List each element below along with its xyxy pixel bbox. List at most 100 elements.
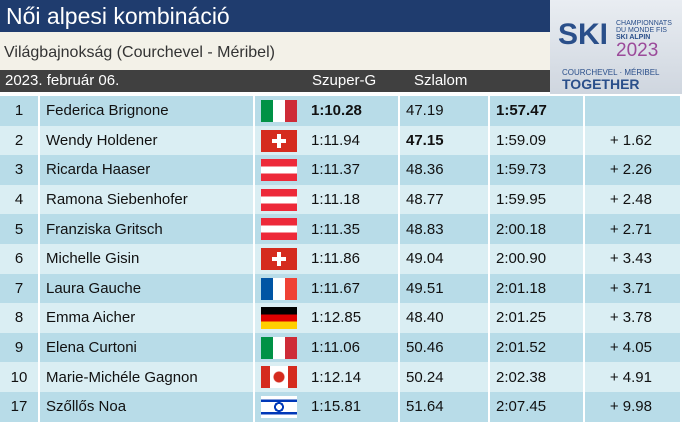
- table-cell: 51.64: [400, 392, 490, 422]
- table-cell: Elena Curtoni: [40, 332, 255, 363]
- table-cell: Franziska Gritsch: [40, 214, 255, 244]
- table-cell: 9: [0, 332, 40, 363]
- table-cell: 1:11.18: [305, 184, 400, 215]
- table-row: 5 Franziska Gritsch 1:11.35 48.83 2:00.18 + 2…: [0, 214, 682, 245]
- table-cell: 1:59.95: [490, 184, 585, 215]
- logo-motto: TOGETHER: [562, 76, 640, 92]
- table-cell: 4: [0, 184, 40, 215]
- table-cell: [585, 96, 682, 126]
- table-cell: 48.36: [400, 155, 490, 185]
- table-row: 1 Federica Brignone 1:10.28 47.19 1:57.47: [0, 96, 682, 127]
- table-cell: 2: [0, 125, 40, 156]
- table-cell: + 3.78: [585, 303, 682, 333]
- table-cell: 1:10.28: [305, 96, 400, 126]
- table-row: 3 Ricarda Haaser 1:11.37 48.36 1:59.73 + 2.26: [0, 155, 682, 186]
- logo-year: 2023: [616, 40, 659, 61]
- table-cell: 3: [0, 155, 40, 185]
- date: 2023. február 06.: [5, 72, 120, 89]
- results-table: 1 Federica Brignone 1:10.28 47.19 1:57.47 2 We…: [0, 96, 682, 422]
- table-cell: 8: [0, 303, 40, 333]
- table-cell: 47.15: [400, 125, 490, 156]
- table-cell: 49.51: [400, 273, 490, 304]
- table-cell: + 1.62: [585, 125, 682, 156]
- flag: [261, 159, 297, 182]
- table-cell: 48.77: [400, 184, 490, 215]
- flag: [261, 336, 297, 359]
- table-cell: 1:12.14: [305, 362, 400, 392]
- table-cell: 49.04: [400, 244, 490, 274]
- table-cell: Wendy Holdener: [40, 125, 255, 156]
- column-header: Szlalom: [414, 72, 468, 89]
- flag: [261, 100, 297, 122]
- table-cell: + 4.91: [585, 362, 682, 392]
- table-row: 8 Emma Aicher 1:12.85 48.40 2:01.25 + 3.78: [0, 303, 682, 334]
- table-cell: 1:59.09: [490, 125, 585, 156]
- column-header: Szuper-G: [312, 72, 377, 89]
- table-row: 4 Ramona Siebenhofer 1:11.18 48.77 1:59.95 + …: [0, 184, 682, 216]
- title: Női alpesi kombináció: [0, 0, 550, 32]
- table-cell: Federica Brignone: [40, 96, 255, 126]
- table-cell: 1:11.35: [305, 214, 400, 244]
- table-cell: Ricarda Haaser: [40, 155, 255, 185]
- table-cell: + 3.71: [585, 273, 682, 304]
- table-cell: 7: [0, 273, 40, 304]
- table-cell: 1:11.06: [305, 332, 400, 363]
- flag: [261, 277, 297, 300]
- table-cell: Emma Aicher: [40, 303, 255, 333]
- table-cell: 2:00.90: [490, 244, 585, 274]
- table-cell: 50.46: [400, 332, 490, 363]
- table-cell: Marie-Michéle Gagnon: [40, 362, 255, 392]
- table-cell: Michelle Gisin: [40, 244, 255, 274]
- table-cell: 2:01.52: [490, 332, 585, 363]
- table-cell: 1:11.37: [305, 155, 400, 185]
- subtitle: Világbajnokság (Courchevel - Méribel): [0, 32, 550, 70]
- table-cell: Laura Gauche: [40, 273, 255, 304]
- table-cell: 2:00.18: [490, 214, 585, 244]
- flag: [261, 396, 297, 418]
- flag: [261, 248, 297, 270]
- table-cell: 2:01.25: [490, 303, 585, 333]
- table-cell: + 4.05: [585, 332, 682, 363]
- table-cell: 48.83: [400, 214, 490, 244]
- logo: SKI CHAMPIONNATS DU MONDE FIS SKI ALPIN 20…: [550, 0, 682, 94]
- logo-place: COURCHEVEL · MÉRIBEL: [562, 68, 660, 77]
- table-cell: 2:02.38: [490, 362, 585, 392]
- table-cell: 1:12.85: [305, 303, 400, 333]
- date-bar: 2023. február 06. Szuper-G Szlalom: [0, 70, 550, 92]
- table-row: 6 Michelle Gisin 1:11.86 49.04 2:00.90 + 3.43: [0, 244, 682, 275]
- table-cell: 47.19: [400, 96, 490, 126]
- flag: [261, 188, 297, 211]
- table-cell: 1:11.86: [305, 244, 400, 274]
- logo-mark: SKI: [558, 18, 609, 51]
- table-cell: 5: [0, 214, 40, 244]
- table-cell: + 2.71: [585, 214, 682, 244]
- table-row: 7 Laura Gauche 1:11.67 49.51 2:01.18 + 3.71: [0, 273, 682, 305]
- table-cell: 10: [0, 362, 40, 392]
- table-row: 9 Elena Curtoni 1:11.06 50.46 2:01.52 + 4.05: [0, 332, 682, 364]
- flag: [261, 129, 297, 152]
- table-cell: Ramona Siebenhofer: [40, 184, 255, 215]
- flag: [261, 307, 297, 330]
- flag: [261, 366, 297, 389]
- table-cell: 6: [0, 244, 40, 274]
- table-cell: 48.40: [400, 303, 490, 333]
- logo-text: CHAMPIONNATS DU MONDE FIS SKI ALPIN: [616, 20, 672, 41]
- table-cell: 17: [0, 392, 40, 422]
- table-row: 2 Wendy Holdener 1:11.94 47.15 1:59.09 + 1.62: [0, 125, 682, 157]
- table-cell: 1:11.94: [305, 125, 400, 156]
- table-cell: + 3.43: [585, 244, 682, 274]
- table-row: 10 Marie-Michéle Gagnon 1:12.14 50.24 2:02.3…: [0, 362, 682, 393]
- table-cell: Szőllős Noa: [40, 392, 255, 422]
- table-cell: 50.24: [400, 362, 490, 392]
- table-cell: 2:07.45: [490, 392, 585, 422]
- flag: [261, 218, 297, 241]
- table-cell: + 2.26: [585, 155, 682, 185]
- table-cell: 1: [0, 96, 40, 126]
- table-cell: 1:59.73: [490, 155, 585, 185]
- table-cell: 1:15.81: [305, 392, 400, 422]
- table-cell: + 9.98: [585, 392, 682, 422]
- table-cell: + 2.48: [585, 184, 682, 215]
- table-row: 17 Szőllős Noa 1:15.81 51.64 2:07.45 + 9.98: [0, 392, 682, 422]
- table-cell: 1:11.67: [305, 273, 400, 304]
